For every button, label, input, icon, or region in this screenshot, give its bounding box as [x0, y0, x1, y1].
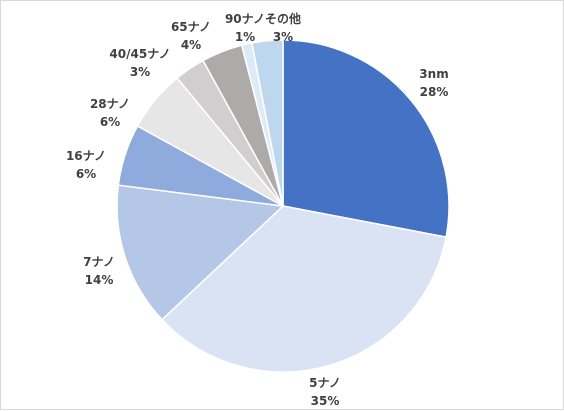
data-label-6: 65ナノ 4% — [171, 20, 211, 52]
pie-slice-1 — [160, 205, 447, 373]
data-label-category: その他 — [265, 11, 301, 26]
data-label-percent: 6% — [76, 167, 96, 181]
data-label-category: 16ナノ — [66, 149, 106, 163]
data-label-7: 90ナノ 1% — [225, 12, 265, 44]
data-label-percent: 1% — [235, 30, 255, 44]
data-label-category: 28ナノ — [90, 97, 130, 111]
data-label-8: その他 3% — [265, 11, 301, 44]
data-label-2: 7ナノ 14% — [83, 255, 115, 287]
data-label-category: 40/45ナノ — [109, 47, 170, 61]
data-label-category: 7ナノ — [83, 255, 115, 269]
data-label-percent: 4% — [181, 38, 201, 52]
data-label-0: 3nm 28% — [419, 67, 448, 99]
pie-slice-8 — [251, 39, 284, 207]
data-label-5: 40/45ナノ 3% — [109, 47, 170, 79]
pie-slice-0 — [282, 39, 450, 238]
data-labels: 3nm 28%5ナノ 35%7ナノ 14%16ナノ 6%28ナノ 6%40/45ナノ 3%6… — [66, 11, 449, 408]
data-label-category: 90ナノ — [225, 12, 265, 26]
pie-slices — [116, 39, 450, 373]
data-label-1: 5ナノ 35% — [309, 376, 341, 408]
data-label-percent: 28% — [420, 85, 449, 99]
data-label-percent: 3% — [130, 65, 150, 79]
data-label-category: 3nm — [419, 67, 448, 81]
data-label-percent: 6% — [100, 115, 120, 129]
data-label-3: 16ナノ 6% — [66, 149, 106, 181]
pie-slice-2 — [116, 184, 285, 321]
data-label-4: 28ナノ 6% — [90, 97, 130, 129]
data-label-percent: 14% — [85, 273, 114, 287]
data-label-category: 65ナノ — [171, 20, 211, 34]
data-label-percent: 3% — [273, 30, 293, 44]
data-label-category: 5ナノ — [309, 376, 341, 390]
data-label-percent: 35% — [311, 394, 340, 408]
